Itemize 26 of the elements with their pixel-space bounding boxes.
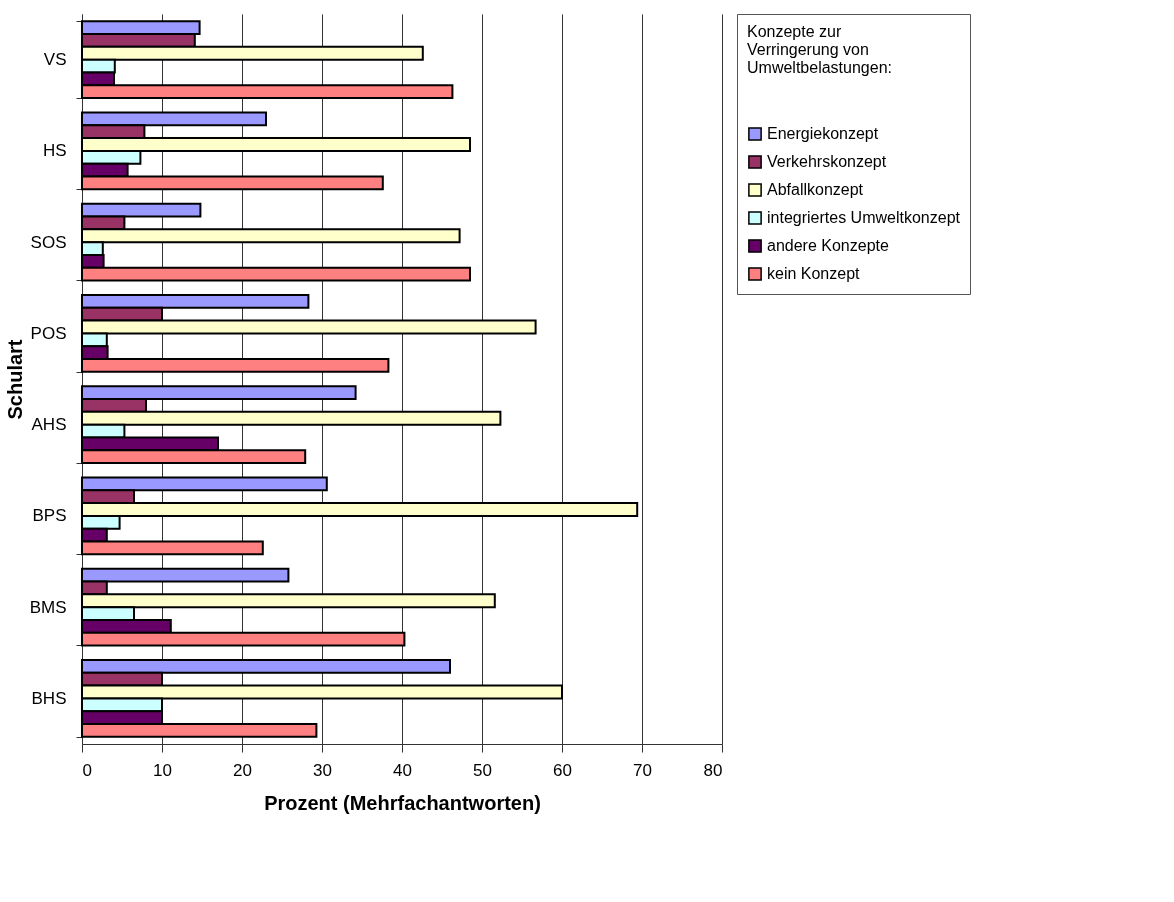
y-tick-label: SOS bbox=[30, 232, 67, 252]
x-axis-title: Prozent (Mehrfachantworten) bbox=[264, 791, 541, 814]
x-tick-label: 60 bbox=[553, 760, 572, 780]
legend-label: Verkehrskonzept bbox=[767, 153, 887, 170]
y-tick-label: HS bbox=[42, 141, 67, 161]
legend-label: kein Konzept bbox=[767, 265, 861, 282]
x-tick-label: 70 bbox=[633, 760, 652, 780]
legend-label: integriertes Umweltkonzept bbox=[767, 209, 961, 226]
y-axis-title: Schulart bbox=[3, 339, 26, 420]
y-tick-label: BHS bbox=[31, 688, 67, 708]
x-tick-label: 50 bbox=[473, 760, 492, 780]
x-tick-label: 40 bbox=[393, 760, 412, 780]
x-tick-label: 0 bbox=[82, 760, 92, 780]
y-tick-label: BPS bbox=[32, 506, 67, 526]
legend-label: andere Konzepte bbox=[767, 237, 889, 254]
legend-label: Abfallkonzept bbox=[767, 181, 864, 198]
y-tick-label: POS bbox=[30, 323, 67, 343]
x-tick-label: 20 bbox=[233, 760, 252, 780]
legend-title: Konzepte zur Verringerung von Umweltbelastungen: bbox=[747, 23, 892, 76]
x-tick-label: 80 bbox=[703, 760, 723, 780]
legend-label: Energiekonzept bbox=[767, 125, 879, 142]
y-tick-label: VS bbox=[43, 50, 67, 70]
x-tick-label: 10 bbox=[153, 760, 172, 780]
x-tick-label: 30 bbox=[313, 760, 332, 780]
y-tick-label: AHS bbox=[31, 415, 67, 435]
y-tick-label: BMS bbox=[29, 597, 67, 617]
